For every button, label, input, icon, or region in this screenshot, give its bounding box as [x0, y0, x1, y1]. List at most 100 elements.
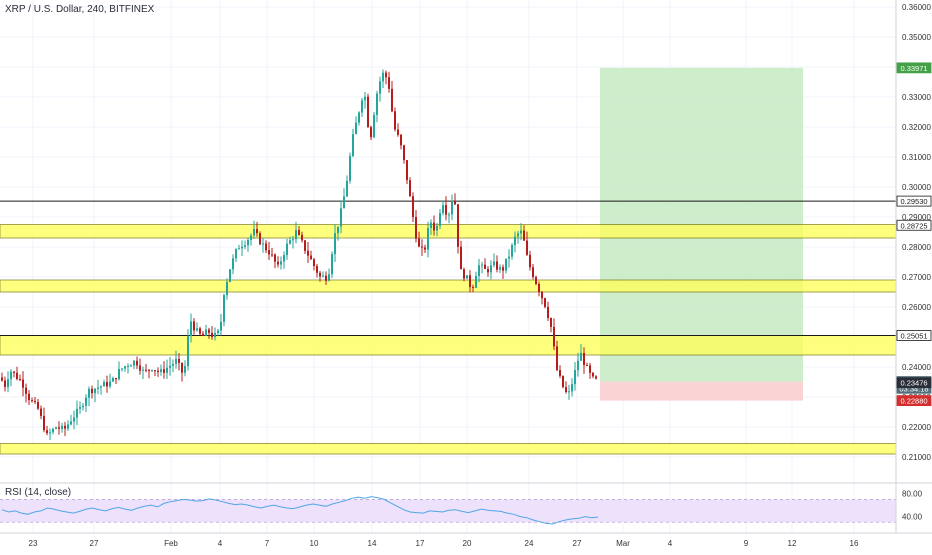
price-tick-label: 0.24000 — [902, 363, 931, 372]
candle-body — [157, 370, 159, 372]
candle-body — [445, 205, 447, 215]
candle-body — [103, 382, 105, 387]
candle-body — [76, 408, 78, 418]
candle-body — [262, 243, 264, 245]
price-label-text: 0.22880 — [900, 397, 927, 406]
candle-body — [418, 238, 420, 247]
candle-body — [508, 256, 510, 259]
candle-body — [286, 243, 288, 256]
candle-body — [427, 227, 429, 250]
candle-body — [202, 333, 204, 336]
candle-body — [58, 427, 60, 429]
candle-body — [454, 200, 456, 205]
price-tick-label: 0.29000 — [902, 213, 931, 222]
candle-body — [259, 233, 261, 245]
candle-body — [475, 276, 477, 288]
price-tick-label: 0.28000 — [902, 243, 931, 252]
candle-body — [244, 245, 246, 247]
candle-body — [523, 230, 525, 241]
candle-body — [349, 156, 351, 181]
candle-body — [511, 245, 513, 257]
price-tick-label: 0.27000 — [902, 273, 931, 282]
candle-body — [316, 266, 318, 273]
candle-body — [280, 261, 282, 265]
candle-body — [73, 417, 75, 422]
candle-body — [205, 329, 207, 336]
candle-body — [304, 240, 306, 251]
candle-body — [43, 415, 45, 431]
price-tick-label: 0.31000 — [902, 153, 931, 162]
time-tick-label: 16 — [850, 539, 859, 548]
candle-body — [142, 369, 144, 371]
candle-body — [499, 267, 501, 270]
candle-body — [448, 214, 450, 216]
candle-body — [346, 180, 348, 197]
candle-body — [415, 217, 417, 239]
candle-body — [586, 365, 588, 367]
time-tick-label: 4 — [668, 539, 673, 548]
candle-body — [181, 362, 183, 373]
candle-body — [430, 222, 432, 228]
candle-body — [220, 321, 222, 331]
time-tick-label: 7 — [265, 539, 270, 548]
candle-body — [61, 425, 63, 429]
stop-loss-box[interactable] — [600, 381, 803, 401]
candle-body — [337, 226, 339, 234]
candle-body — [22, 379, 24, 388]
candle-body — [172, 363, 174, 366]
candle-body — [484, 264, 486, 270]
candle-body — [31, 400, 33, 402]
candle-body — [451, 200, 453, 215]
candle-body — [121, 368, 123, 370]
rsi-tick-label: 80.00 — [902, 490, 923, 499]
candle-body — [322, 275, 324, 277]
candle-body — [541, 291, 543, 299]
price-tick-label: 0.26000 — [902, 303, 931, 312]
candle-body — [229, 269, 231, 282]
candle-body — [208, 329, 210, 333]
rsi-line[interactable] — [1, 496, 599, 525]
candle-body — [379, 81, 381, 94]
candle-body — [46, 430, 48, 434]
candle-body — [307, 250, 309, 256]
sr-zone[interactable] — [0, 443, 897, 455]
candle-body — [319, 272, 321, 277]
candle-body — [289, 240, 291, 244]
candle-body — [295, 230, 297, 240]
candlesticks — [1, 69, 597, 440]
candle-body — [397, 129, 399, 135]
candle-body — [592, 372, 594, 377]
candle-body — [55, 427, 57, 429]
price-label-box — [896, 377, 932, 389]
candle-body — [112, 378, 114, 382]
candle-body — [190, 321, 192, 337]
time-tick-label: 4 — [218, 539, 223, 548]
price-labels: 0.339710.295300.287250.250510.2351503:34… — [896, 62, 932, 407]
candle-body — [400, 134, 402, 146]
candle-body — [529, 254, 531, 268]
time-tick-label: 23 — [29, 539, 38, 548]
candle-body — [1, 377, 3, 381]
candle-body — [235, 249, 237, 259]
candle-body — [265, 243, 267, 251]
sr-zone[interactable] — [0, 224, 897, 239]
sr-zone[interactable] — [0, 279, 897, 293]
sr-zone[interactable] — [0, 335, 897, 356]
candle-body — [85, 397, 87, 406]
candle-body — [19, 378, 21, 380]
candle-body — [496, 261, 498, 270]
candle-body — [298, 230, 300, 235]
candle-body — [40, 408, 42, 416]
candle-body — [37, 401, 39, 409]
candle-body — [313, 259, 315, 267]
candle-body — [463, 269, 465, 279]
candle-body — [433, 222, 435, 231]
candle-body — [526, 240, 528, 255]
candle-body — [421, 246, 423, 248]
price-tick-label: 0.21000 — [902, 453, 931, 462]
time-tick-label: 10 — [310, 539, 319, 548]
time-tick-label: 9 — [744, 539, 749, 548]
candle-body — [67, 424, 69, 429]
candle-body — [391, 88, 393, 112]
